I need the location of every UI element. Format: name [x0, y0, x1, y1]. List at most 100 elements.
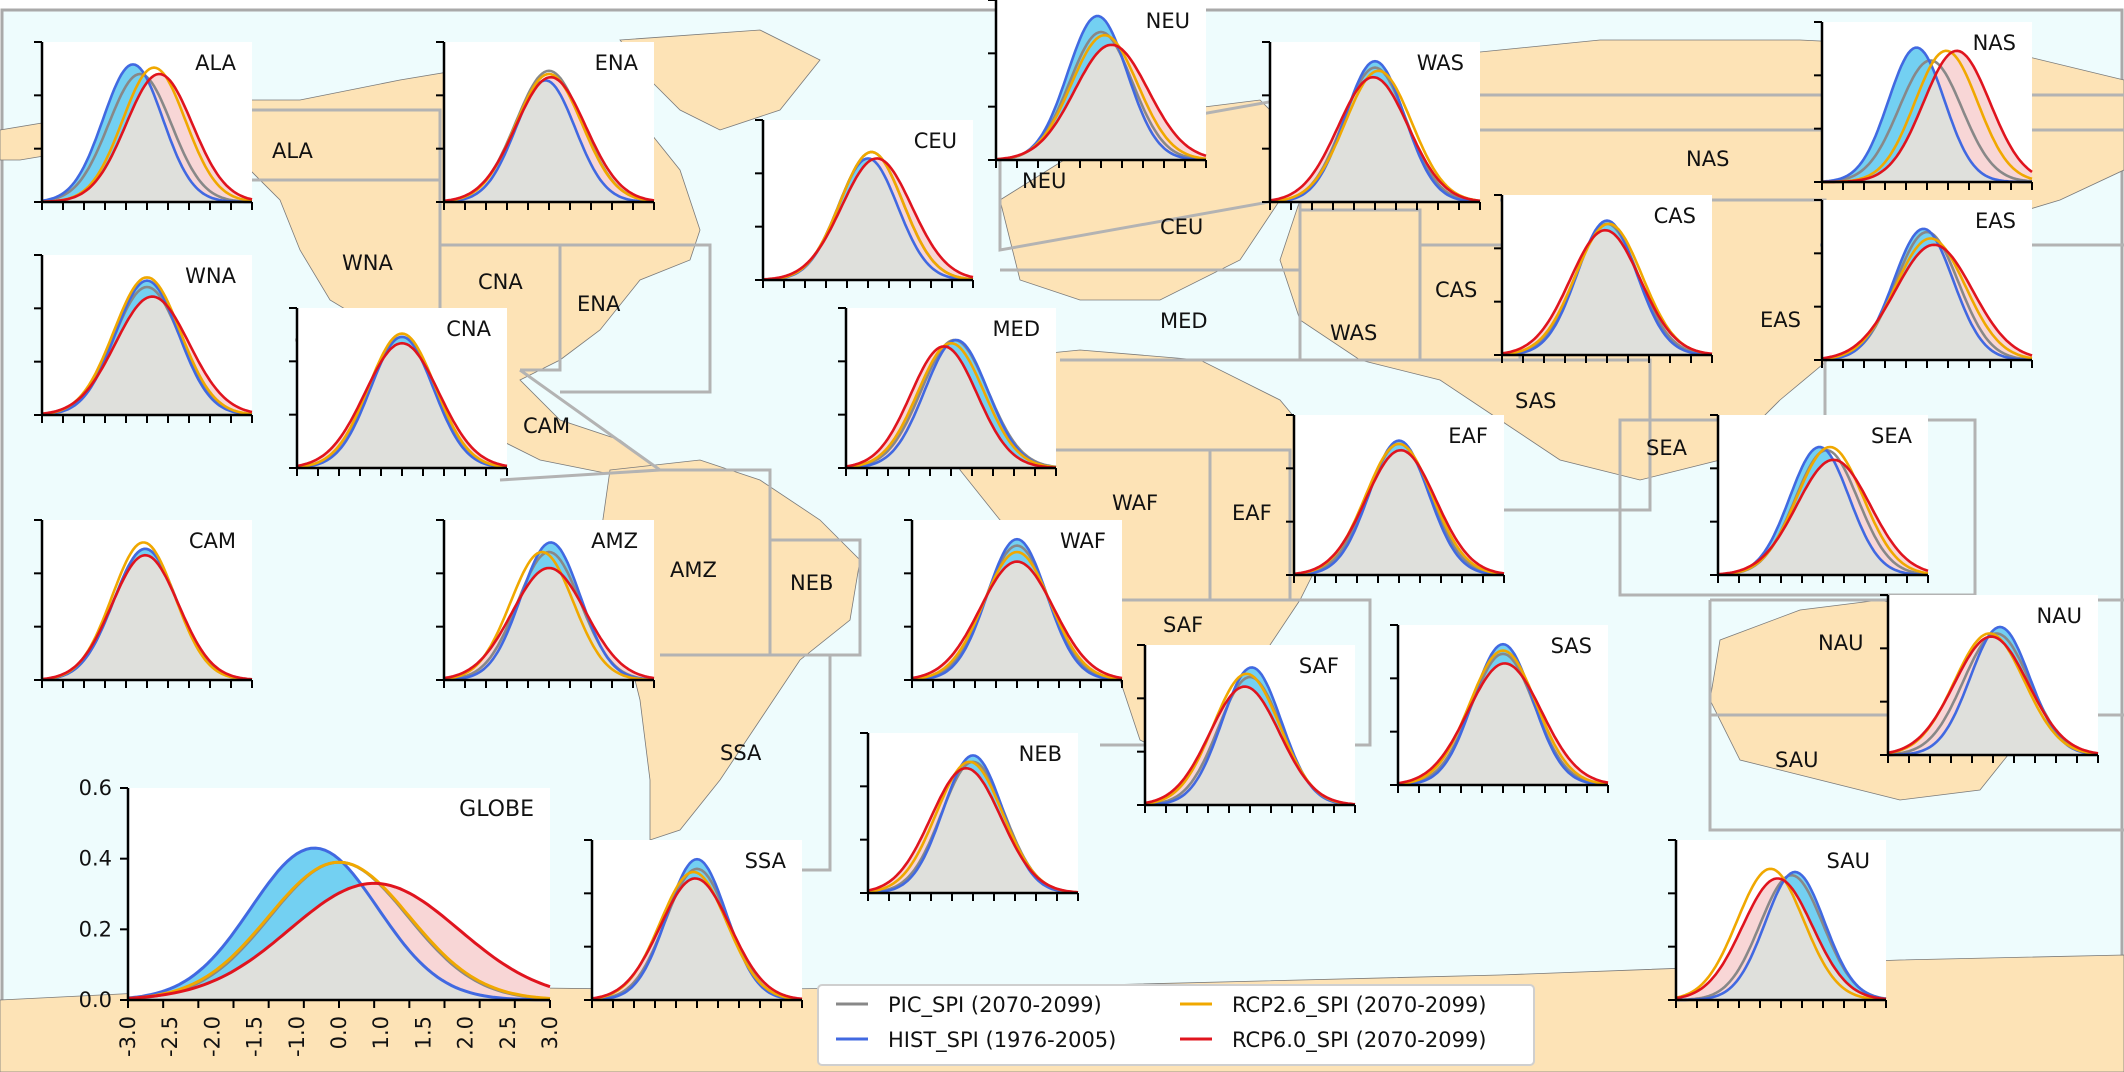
series-line-hist-spi	[296, 335, 508, 469]
x-tick-label: -2.5	[158, 1016, 182, 1057]
series-line-hist-spi	[911, 537, 1123, 681]
y-tick-label: 0.0	[79, 988, 112, 1012]
y-tick-label: 0.6	[79, 776, 112, 800]
map-label-ceu: CEU	[1160, 215, 1203, 239]
series-line-rcp6-0-spi	[127, 881, 551, 1000]
inset-sea: SEA	[1710, 414, 1929, 583]
series-line-hist-spi	[1397, 642, 1609, 786]
series-line-rcp6-0-spi	[762, 157, 974, 281]
inset-sas: SAS	[1390, 624, 1609, 793]
series-line-rcp6-0-spi	[1293, 448, 1505, 576]
inset-ala: ALA	[34, 41, 253, 210]
x-tick-label: -1.0	[285, 1016, 309, 1057]
inset-sau: SAU	[1668, 839, 1887, 1008]
series-line-hist-spi	[1294, 439, 1504, 576]
x-tick-label: 2.5	[496, 1016, 520, 1049]
series-line-rcp6-0-spi	[41, 295, 253, 415]
x-tick-label: 1.5	[411, 1016, 435, 1049]
series-line-hist-spi	[443, 79, 654, 204]
inset-title: AMZ	[591, 529, 638, 553]
map-label-wna: WNA	[342, 251, 393, 275]
legend: PIC_SPI (2070-2099) HIST_SPI (1976-2005)…	[817, 984, 1535, 1066]
inset-title: MED	[992, 317, 1040, 341]
map-label-amz: AMZ	[670, 558, 717, 582]
series-line-hist-spi	[41, 279, 253, 416]
series-line-rcp2-6-spi	[1821, 237, 2033, 361]
region-box-cna	[440, 243, 562, 372]
map-label-ssa: SSA	[720, 741, 762, 765]
inset-title: NEB	[1019, 742, 1062, 766]
inset-was: WAS	[1262, 41, 1481, 210]
series-line-rcp6-0-spi	[911, 560, 1123, 680]
series-line-rcp6-0-spi	[845, 345, 1057, 469]
land-greenland	[619, 29, 821, 131]
map-label-ena: ENA	[577, 292, 621, 316]
series-line-rcp6-0-spi	[296, 341, 508, 468]
series-line-hist-spi	[1821, 227, 2032, 362]
y-tick-label: 0.4	[79, 847, 112, 871]
series-line-rcp6-0-spi	[1269, 75, 1481, 203]
inset-title: SSA	[745, 849, 787, 873]
series-line-rcp2-6-spi	[127, 860, 551, 1000]
x-tick-label: 2.0	[454, 1016, 478, 1049]
series-line-hist-spi	[845, 338, 1057, 469]
series-line-hist-spi	[867, 754, 1079, 894]
inset-cam: CAM	[34, 519, 253, 688]
overlap-fill	[1822, 244, 2032, 360]
inset-wna: WNA	[34, 254, 253, 423]
inset-title: WNA	[185, 264, 236, 288]
inset-title: ALA	[195, 51, 237, 75]
region-box-ssa	[660, 653, 832, 872]
series-line-hist-spi	[591, 857, 803, 1001]
map-label-med: MED	[1160, 309, 1208, 333]
series-line-rcp6-0-spi	[41, 553, 253, 681]
legend-label-pic: PIC_SPI (2070-2099)	[888, 993, 1102, 1018]
overlap-fill	[592, 878, 802, 1000]
series-line-pic-spi	[1397, 652, 1609, 786]
map-label-cna: CNA	[478, 270, 523, 294]
series-line-rcp6-0-spi	[1144, 685, 1356, 806]
x-tick-label: -3.0	[116, 1016, 140, 1057]
overlap-fill	[1888, 636, 2098, 755]
series-line-hist-spi	[127, 846, 551, 1002]
series-line-rcp6-0-spi	[995, 43, 1207, 161]
inset-title: NAU	[2037, 604, 2082, 628]
series-line-hist-spi	[1502, 219, 1712, 356]
inset-title: NAS	[1973, 31, 2016, 55]
series-line-rcp6-0-spi	[1822, 49, 2033, 184]
map-label-cam: CAM	[523, 414, 570, 438]
overlap-fill	[42, 296, 252, 415]
inset-title: ENA	[595, 51, 639, 75]
region-box-sas	[1420, 358, 1652, 512]
series-line-rcp6-0-spi	[1501, 228, 1713, 356]
series-line-rcp6-0-spi	[867, 766, 1079, 894]
map-label-sas: SAS	[1515, 389, 1556, 413]
series-line-hist-spi	[41, 63, 253, 204]
inset-title: SAF	[1299, 654, 1339, 678]
series-line-rcp6-0-spi	[1675, 877, 1887, 1001]
overlap-fill	[42, 82, 252, 202]
series-line-rcp2-6-spi	[1269, 69, 1481, 203]
region-box-ena	[560, 243, 712, 394]
series-line-rcp2-6-spi	[1675, 867, 1887, 1001]
region-box-was	[1300, 208, 1422, 362]
inset-eaf: EAF	[1286, 414, 1505, 583]
series-line-rcp2-6-spi	[296, 332, 508, 469]
inset-globe: GLOBE 0.0 0.2 0.4 0.6 -3.0 -2.5 -2.0 -1.5 -1.0 0.0…	[79, 776, 562, 1057]
series-line-pic-spi	[1821, 59, 2033, 183]
series-line-rcp6-0-spi	[1821, 243, 2033, 360]
series-line-hist-spi	[443, 541, 655, 682]
inset-med: MED	[838, 307, 1057, 476]
overlap-fill	[868, 768, 1078, 893]
inset-nau: NAU	[1880, 594, 2099, 763]
series-line-hist-spi	[1675, 870, 1887, 1002]
inset-title: CAS	[1654, 204, 1696, 228]
inset-title: CEU	[914, 129, 957, 153]
map-label-neb: NEB	[790, 571, 833, 595]
overlap-fill	[42, 555, 252, 680]
inset-ena: ENA	[436, 41, 655, 210]
inset-eas: EAS	[1814, 199, 2033, 368]
map-label-saf: SAF	[1163, 613, 1203, 637]
inset-title: WAS	[1417, 51, 1464, 75]
